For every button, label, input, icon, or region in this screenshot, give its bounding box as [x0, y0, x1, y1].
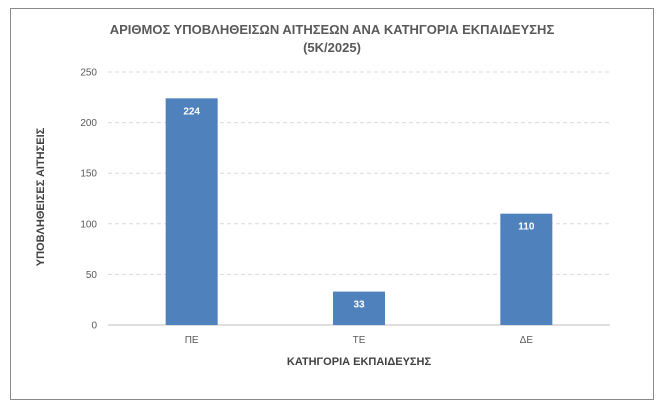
y-tick-label: 150	[80, 169, 97, 180]
bar-2	[333, 291, 385, 325]
y-tick-labels: 0 50 100 150 200 250	[80, 68, 97, 332]
x-tick-label: ΤΕ	[353, 335, 366, 346]
y-tick-label: 200	[80, 118, 97, 129]
bar-value-label: 224	[183, 106, 200, 117]
bar-value-label: 33	[353, 300, 365, 311]
bars: 224 33 110	[165, 98, 553, 325]
chart-frame	[10, 8, 654, 400]
y-tick-label: 0	[91, 321, 97, 332]
bar-value-label: 110	[518, 222, 535, 233]
y-tick-label: 100	[80, 219, 97, 230]
chart-title-line1: ΑΡΙΘΜΟΣ ΥΠΟΒΛΗΘΕΙΣΩΝ ΑΙΤΗΣΕΩΝ ΑΝΑ ΚΑΤΗΓΟ…	[110, 22, 555, 37]
x-axis-title: ΚΑΤΗΓΟΡΙΑ ΕΚΠΑΙΔΕΥΣΗΣ	[287, 356, 432, 368]
x-tick-label: ΠΕ	[185, 335, 199, 346]
y-tick-label: 50	[86, 270, 98, 281]
x-tick-labels: ΠΕ ΤΕ ΔΕ	[185, 335, 534, 346]
y-axis-title: ΥΠΟΒΛΗΘΕΙΣΕΣ ΑΙΤΗΣΕΙΣ	[35, 127, 47, 266]
bar-1	[165, 98, 218, 325]
chart-title-line2: (5Κ/2025)	[303, 40, 361, 55]
y-tick-label: 250	[80, 68, 97, 79]
x-tick-label: ΔΕ	[520, 335, 534, 346]
bar-3	[500, 213, 553, 325]
